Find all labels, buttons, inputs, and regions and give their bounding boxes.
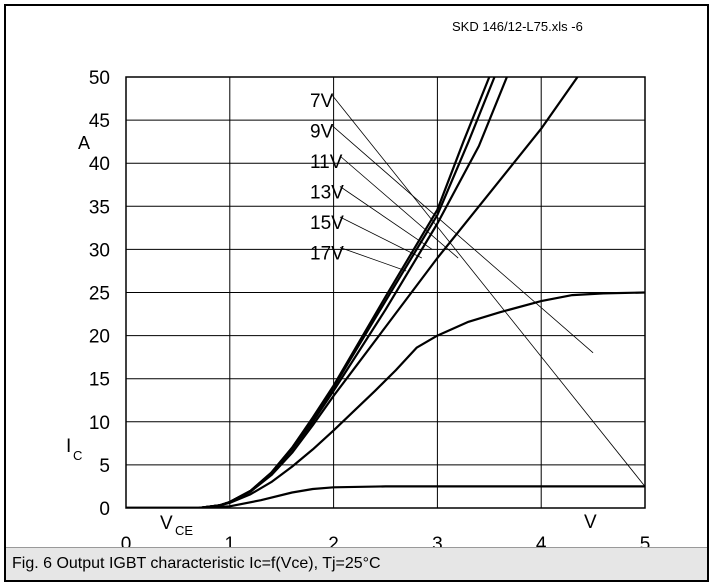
x-tick-label: 3 (432, 534, 443, 555)
leader-line-11V (339, 155, 459, 259)
y-tick-label: 0 (99, 499, 110, 520)
leader-line-15V (339, 216, 423, 259)
y-axis-unit: A (78, 133, 90, 153)
series-line-17V (126, 77, 491, 508)
leader-line-9V (331, 125, 594, 354)
y-axis-symbol: I (66, 436, 71, 457)
x-axis-unit: V (584, 512, 597, 533)
y-axis-subscript: C (73, 448, 82, 463)
series-label-17V: 17V (310, 244, 344, 265)
y-tick-label: 10 (89, 413, 110, 434)
grid (125, 76, 646, 509)
y-tick-label: 15 (89, 370, 110, 391)
y-tick-label: 45 (89, 111, 110, 132)
series-label-13V: 13V (310, 183, 344, 204)
y-tick-label: 50 (89, 68, 110, 89)
leader-line-13V (339, 186, 433, 250)
y-tick-label: 25 (89, 284, 110, 305)
x-tick-label: 1 (225, 534, 236, 555)
series-label-11V: 11V (310, 152, 343, 173)
leader-line-17V (339, 247, 407, 272)
series-label-7V: 7V (310, 91, 334, 112)
x-tick-label: 0 (121, 534, 132, 555)
y-tick-label: 5 (99, 456, 110, 477)
series-line-9V (126, 291, 645, 508)
series-label-15V: 15V (310, 213, 344, 234)
y-tick-label: 40 (89, 154, 110, 175)
leader-line-7V (331, 94, 646, 487)
caption-bar: Fig. 6 Output IGBT characteristic Ic=f(V… (6, 547, 707, 580)
x-axis-symbol: V (160, 513, 173, 534)
y-tick-label: 20 (89, 327, 110, 348)
series-labels: 7V 9V 11V 13V 15V 17V (310, 91, 344, 265)
axis-labels: AI CV CE V (66, 133, 597, 538)
series-line-7V (126, 485, 645, 508)
x-tick-label: 5 (640, 534, 651, 555)
x-tick-label: 4 (536, 534, 547, 555)
x-tick-label: 2 (328, 534, 339, 555)
leader-lines (331, 94, 646, 487)
y-tick-label: 35 (89, 197, 110, 218)
series-group (126, 77, 645, 508)
series-label-9V: 9V (310, 122, 334, 143)
figure-caption: Fig. 6 Output IGBT characteristic Ic=f(V… (12, 555, 381, 572)
y-tick-label: 30 (89, 240, 110, 261)
file-tag: SKD 146/12-L75.xls -6 (452, 19, 583, 34)
x-axis-subscript: CE (175, 523, 193, 538)
